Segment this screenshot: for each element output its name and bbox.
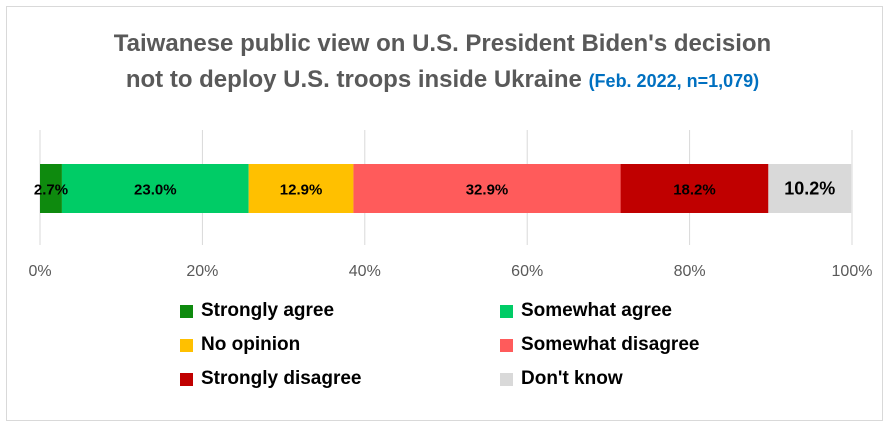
chart-frame: [6, 6, 883, 421]
legend-label: No opinion: [201, 334, 301, 355]
x-tick-label: 60%: [511, 263, 543, 280]
legend-swatch: [500, 338, 513, 352]
data-label: 18.2%: [673, 182, 716, 199]
chart-subtitle: (Feb. 2022, n=1,079): [588, 71, 760, 91]
title-line-2-text: not to deploy U.S. troops inside Ukraine: [125, 66, 582, 93]
x-tick-label: 0%: [28, 263, 51, 280]
legend-item: Don't know: [500, 368, 623, 390]
data-label: 2.7%: [34, 182, 68, 199]
bar-segment-don-t-know: [768, 164, 852, 213]
legend-label: Strongly disagree: [201, 368, 362, 389]
legend-swatch: [500, 304, 513, 318]
data-label: 12.9%: [280, 182, 323, 199]
legend-item: Somewhat disagree: [500, 334, 699, 356]
legend-swatch: [180, 304, 193, 318]
x-tick-label: 40%: [349, 263, 381, 280]
legend-item: Somewhat agree: [500, 300, 672, 322]
legend-item: Strongly disagree: [180, 368, 362, 390]
chart-title: Taiwanese public view on U.S. President …: [0, 26, 885, 99]
x-tick-label: 80%: [674, 263, 706, 280]
legend-item: Strongly agree: [180, 300, 334, 322]
bar-segment-somewhat-disagree: [353, 164, 621, 213]
bar-segment-strongly-disagree: [620, 164, 769, 213]
legend-label: Don't know: [521, 368, 623, 389]
legend-swatch: [180, 338, 193, 352]
legend-label: Somewhat agree: [521, 300, 672, 321]
data-labels: 2.7% 23.0% 12.9% 32.9% 18.2% 10.2%: [34, 179, 835, 199]
bar-segment-somewhat-agree: [61, 164, 249, 213]
data-label: 23.0%: [134, 182, 177, 199]
x-tick-labels: 0% 20% 40% 60% 80% 100%: [28, 263, 872, 280]
bar-segment-strongly-agree: [40, 164, 62, 213]
title-line-1: Taiwanese public view on U.S. President …: [113, 30, 772, 57]
data-label: 10.2%: [784, 179, 835, 199]
x-tick-label: 100%: [832, 263, 873, 280]
bar-segments: [40, 164, 852, 213]
legend-label: Strongly agree: [201, 300, 335, 321]
data-label: 32.9%: [466, 182, 509, 199]
legend-item: No opinion: [180, 334, 300, 356]
bar-segment-no-opinion: [248, 164, 354, 213]
title-line-2: not to deploy U.S. troops inside Ukraine…: [0, 62, 885, 99]
legend-swatch: [500, 372, 513, 386]
x-tick-label: 20%: [186, 263, 218, 280]
legend-label: Somewhat disagree: [521, 334, 700, 355]
legend-swatch: [180, 372, 193, 386]
